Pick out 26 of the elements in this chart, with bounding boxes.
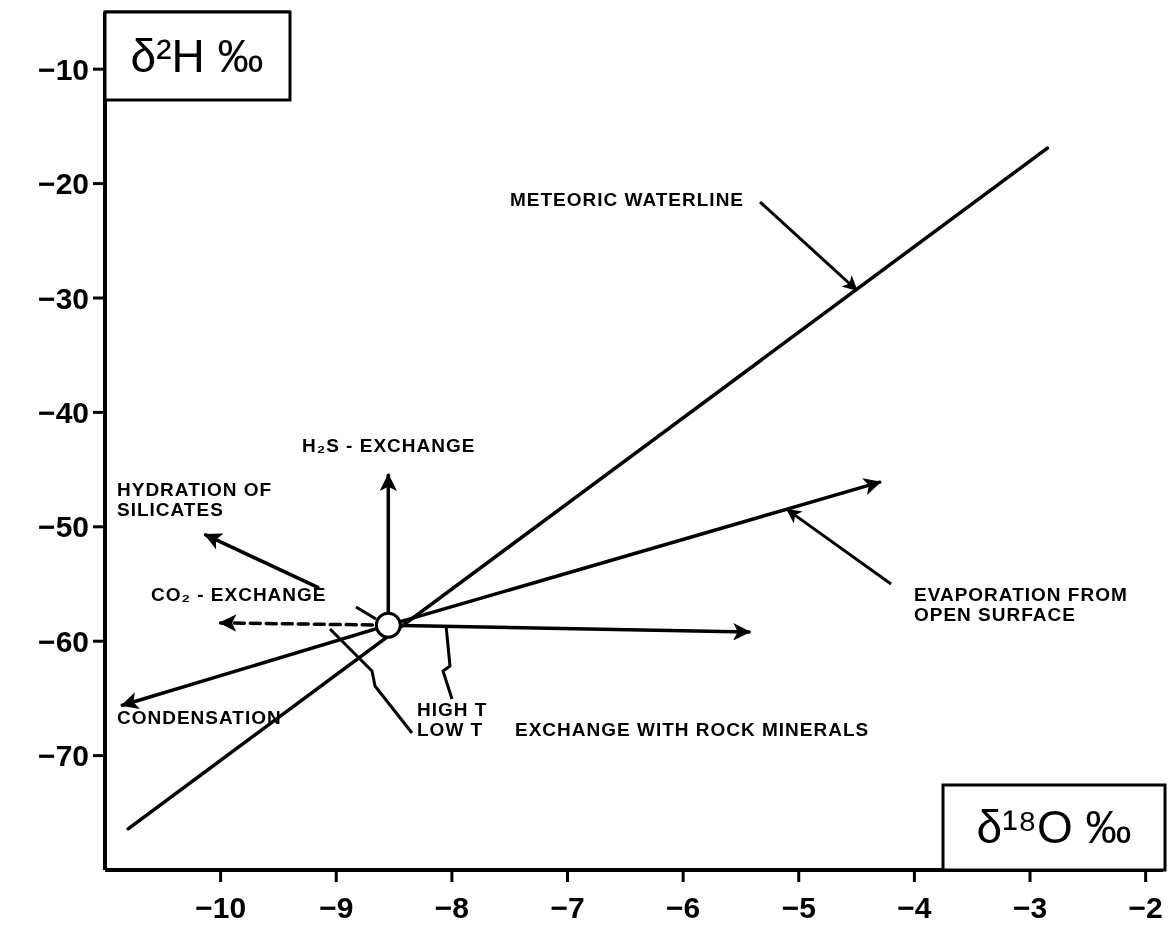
annotation: H₂S - EXCHANGE — [302, 435, 476, 456]
y-tick-label: −60 — [38, 624, 89, 658]
y-tick-label: −30 — [38, 281, 89, 315]
x-tick-label: −2 — [1128, 891, 1163, 924]
annotation: HYDRATION OF SILICATES — [117, 479, 273, 520]
annotation: CO₂ - EXCHANGE — [151, 584, 327, 605]
x-tick-label: −4 — [897, 891, 932, 924]
y-axis-title: δ²H ‰ — [130, 30, 264, 82]
x-tick-label: −7 — [550, 891, 585, 924]
x-tick-label: −8 — [434, 891, 469, 924]
y-tick-label: −20 — [38, 167, 89, 201]
x-tick-label: −5 — [781, 891, 816, 924]
x-tick-label: −9 — [319, 891, 354, 924]
y-tick-label: −10 — [38, 52, 89, 86]
annotation: CONDENSATION — [117, 707, 282, 728]
y-tick-label: −40 — [38, 395, 89, 429]
y-tick-label: −70 — [38, 739, 89, 773]
annotation: EXCHANGE WITH ROCK MINERALS — [515, 719, 870, 740]
annotation: HIGH T LOW T — [417, 699, 488, 740]
y-tick-label: −50 — [38, 510, 89, 544]
annotation: EVAPORATION FROM OPEN SURFACE — [914, 584, 1128, 625]
x-tick-label: −10 — [195, 891, 247, 924]
annotation: METEORIC WATERLINE — [510, 189, 745, 210]
x-tick-label: −3 — [1012, 891, 1048, 924]
x-tick-label: −6 — [666, 891, 701, 924]
x-axis-title: δ¹⁸O ‰ — [976, 801, 1132, 853]
